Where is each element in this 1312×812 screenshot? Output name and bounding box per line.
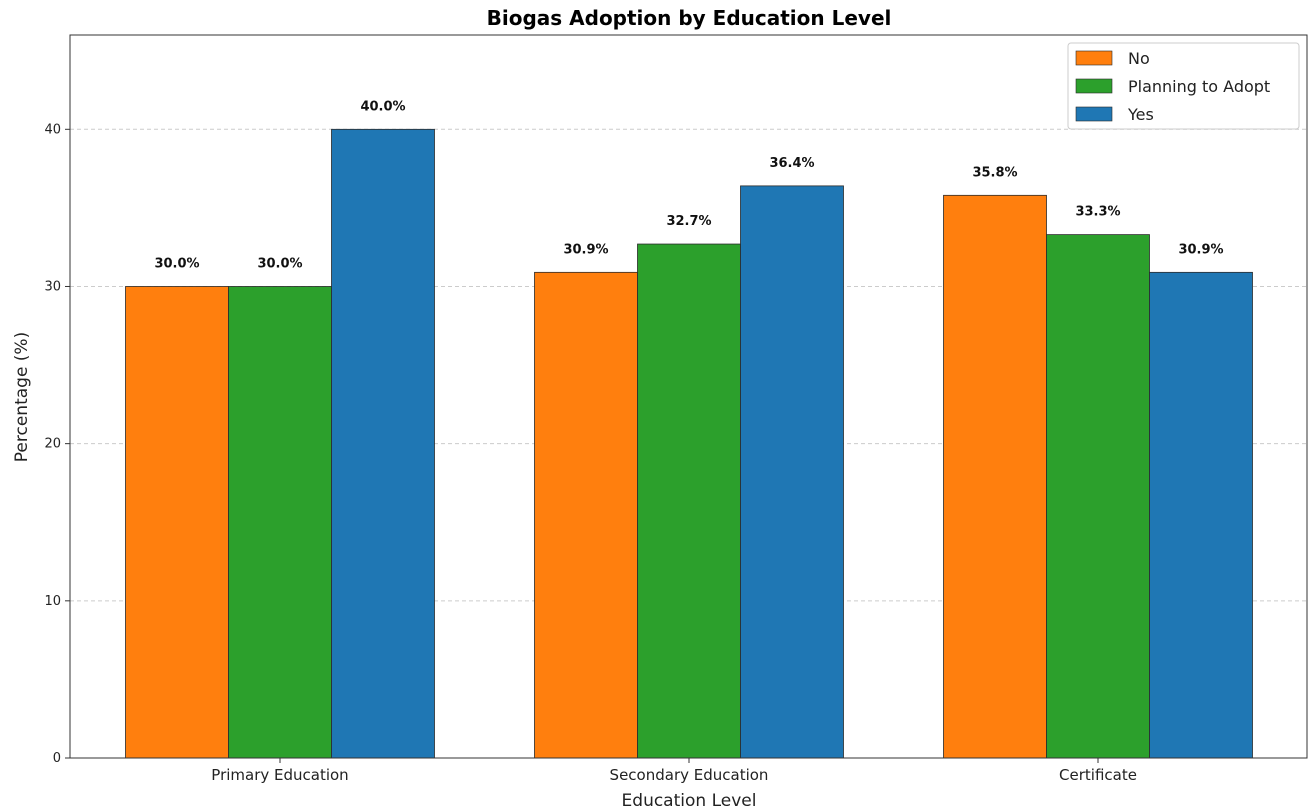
legend-entry: No xyxy=(1128,49,1150,68)
chart-title: Biogas Adoption by Education Level xyxy=(487,6,892,30)
bar-value-label: 33.3% xyxy=(1075,205,1120,220)
bar-no xyxy=(943,194,1047,759)
bar-no xyxy=(534,271,638,759)
legend-entry: Yes xyxy=(1127,105,1154,124)
x-axis-ticks: Primary Education Secondary Education Cert… xyxy=(211,758,1137,784)
bar-value-label: 32.7% xyxy=(666,214,711,229)
bar-value-label: 30.9% xyxy=(563,242,608,257)
legend-entry: Planning to Adopt xyxy=(1128,77,1270,96)
bar-labels: 30.0% 30.0% 40.0% 30.9% 32.7% 36.4% 35.8% 33.3%… xyxy=(154,99,1223,271)
bar-value-label: 30.0% xyxy=(257,256,302,271)
x-tick-label: Certificate xyxy=(1059,766,1137,784)
y-axis-ticks: 0 10 20 30 40 xyxy=(44,122,70,766)
bar-planning-to-adopt xyxy=(1046,234,1150,759)
y-tick-label: 0 xyxy=(53,751,61,766)
legend-box xyxy=(1067,42,1300,130)
y-tick-label: 20 xyxy=(44,437,61,452)
bar-value-label: 30.0% xyxy=(154,256,199,271)
bar-value-label: 30.9% xyxy=(1178,242,1223,257)
x-tick-label: Primary Education xyxy=(211,766,348,784)
x-axis-label: Education Level xyxy=(622,791,757,811)
bar-yes xyxy=(740,185,844,759)
legend-swatch xyxy=(1075,50,1113,66)
bar-yes xyxy=(1149,271,1253,759)
bar-planning-to-adopt xyxy=(637,243,741,759)
bar-yes xyxy=(331,128,435,759)
legend-swatch xyxy=(1075,106,1113,122)
bar-value-label: 35.8% xyxy=(972,165,1017,180)
legend: No Planning to Adopt Yes xyxy=(1067,42,1300,130)
bar-planning-to-adopt xyxy=(228,286,332,759)
legend-swatch xyxy=(1075,78,1113,94)
bar-no xyxy=(125,286,229,759)
bars xyxy=(125,128,1253,759)
bar-value-label: 40.0% xyxy=(360,99,405,114)
bar-value-label: 36.4% xyxy=(769,156,814,171)
y-tick-label: 10 xyxy=(44,594,61,609)
y-tick-label: 30 xyxy=(44,279,61,294)
x-tick-label: Secondary Education xyxy=(610,766,769,784)
y-axis-label: Percentage (%) xyxy=(12,332,32,462)
y-tick-label: 40 xyxy=(44,122,61,137)
